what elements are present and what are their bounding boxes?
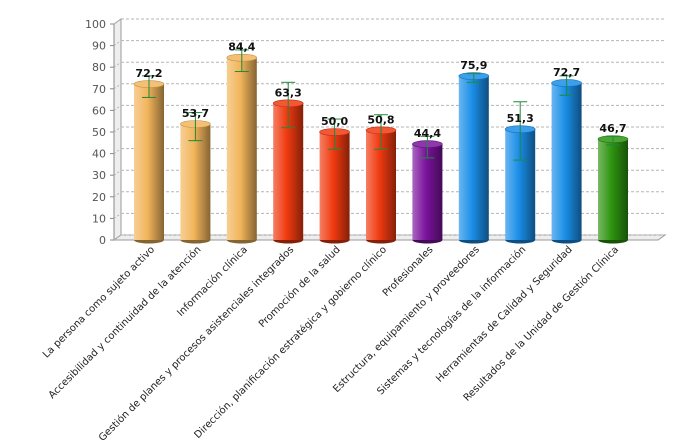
category-label: Accesibilidad y continuidad de la atenci… xyxy=(46,244,203,401)
category-label: Resultados de la Unidad de Gestión Clíni… xyxy=(461,244,621,404)
bar xyxy=(412,140,443,244)
value-label: 75,9 xyxy=(460,59,487,72)
gridline-diag xyxy=(113,148,122,155)
value-label: 50,0 xyxy=(321,115,348,128)
error-bar xyxy=(327,118,342,150)
error-bar xyxy=(281,81,296,129)
y-tick-label: 100 xyxy=(85,18,106,31)
error-bar xyxy=(466,73,481,83)
bar-body xyxy=(598,139,628,240)
y-tick-label: 80 xyxy=(92,61,106,74)
y-tick-label: 60 xyxy=(92,104,106,117)
value-label: 84,4 xyxy=(228,41,255,54)
error-bar xyxy=(374,114,388,150)
gridline-diag xyxy=(113,40,122,47)
value-label: 72,2 xyxy=(135,67,162,80)
category-label: Promoción de la salud xyxy=(256,244,342,330)
bar-body xyxy=(412,144,443,240)
bar-body xyxy=(319,132,350,240)
value-label: 44,4 xyxy=(414,127,441,140)
x-axis-labels: La persona como sujeto activoAccesibilid… xyxy=(41,244,621,442)
gridline-diag xyxy=(113,126,122,133)
error-bar xyxy=(188,112,203,142)
value-labels: 72,2 53,7 84,4 63,3 50,0 50,8 44,4 75,9 51,3 72,7… xyxy=(135,41,626,140)
bars xyxy=(133,53,629,244)
gridline-diag xyxy=(113,18,122,25)
value-label: 50,8 xyxy=(367,113,394,126)
gridline-diag xyxy=(113,104,122,111)
error-bar xyxy=(234,49,249,73)
y-tick-label: 10 xyxy=(92,212,106,225)
bar xyxy=(180,120,211,244)
y-tick-label: 30 xyxy=(92,169,106,182)
gridline-diag xyxy=(113,234,122,241)
bar-body xyxy=(551,82,582,240)
bar-body xyxy=(134,84,164,240)
y-axis-ticks: 0 10 20 30 40 50 60 70 80 90 100 xyxy=(85,18,114,247)
error-bar xyxy=(606,135,620,146)
y-tick-label: 70 xyxy=(92,83,106,96)
bar-body xyxy=(226,57,257,240)
bar-body xyxy=(458,76,489,240)
bar xyxy=(226,53,258,244)
bar xyxy=(458,72,490,244)
value-label: 46,7 xyxy=(599,122,626,135)
error-bar xyxy=(142,75,156,98)
value-label: 63,3 xyxy=(275,86,302,99)
gridline-diag xyxy=(113,169,122,176)
value-label: 72,7 xyxy=(553,66,580,79)
y-tick-label: 0 xyxy=(99,234,106,247)
gridline-diag xyxy=(113,61,122,68)
gridline-diag xyxy=(113,83,122,90)
bar xyxy=(597,135,629,244)
y-tick-label: 20 xyxy=(92,191,106,204)
bar xyxy=(272,99,304,244)
bar-body xyxy=(180,124,211,240)
value-label: 51,3 xyxy=(507,112,534,125)
error-bar xyxy=(559,75,574,96)
y-tick-label: 40 xyxy=(92,148,106,161)
y-tick-label: 50 xyxy=(92,126,106,139)
gridline-diag xyxy=(113,191,122,198)
error-bar xyxy=(513,101,528,161)
error-bar xyxy=(420,135,435,159)
error-bars xyxy=(142,49,620,161)
value-label: 53,7 xyxy=(182,107,209,120)
y-tick-label: 90 xyxy=(92,40,106,53)
bar xyxy=(133,80,165,244)
bar xyxy=(319,128,350,244)
gridline-diag xyxy=(113,212,122,219)
bar xyxy=(551,79,582,244)
